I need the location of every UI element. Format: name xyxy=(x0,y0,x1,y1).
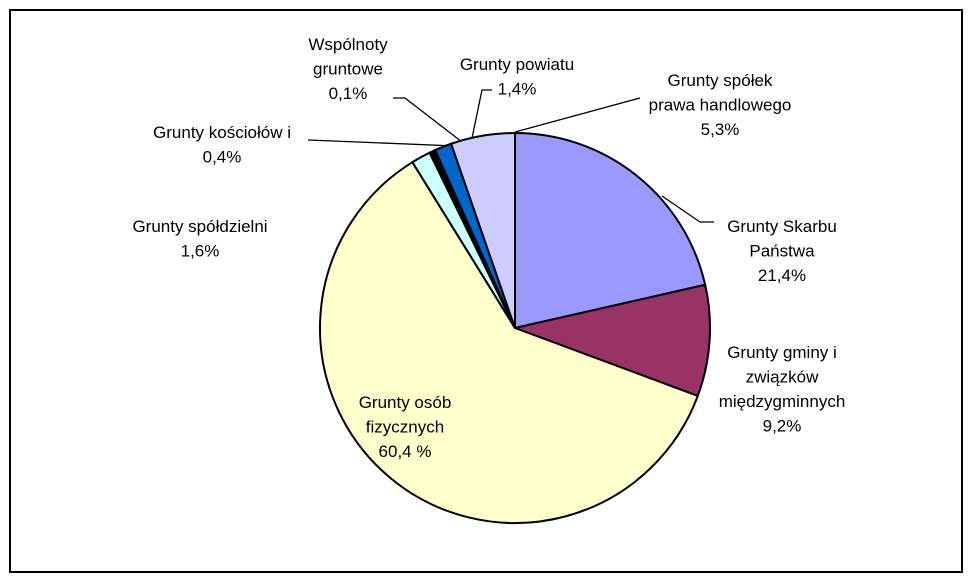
slice-label: Wspólnoty gruntowe xyxy=(308,35,388,79)
slice-label: Grunty kościołów i xyxy=(153,123,291,142)
value-label: 1,4% xyxy=(498,80,537,99)
leader-line xyxy=(661,195,714,223)
value-label: 9,2% xyxy=(763,417,802,436)
slice-label: Grunty gminy i związków międzygminnych xyxy=(719,343,846,411)
value-label: 1,6% xyxy=(181,242,220,261)
value-label: 0,4% xyxy=(203,148,242,167)
leader-line xyxy=(393,97,463,143)
value-label: 60,4 % xyxy=(379,442,432,461)
value-label: 21,4% xyxy=(758,266,806,285)
leader-line xyxy=(471,89,492,139)
pie-slice xyxy=(319,160,700,524)
pie-slice xyxy=(514,131,707,330)
slice-label: Grunty powiatu xyxy=(460,55,574,74)
slice-label: Grunty spółdzielni xyxy=(132,217,267,236)
leader-line xyxy=(307,139,457,147)
pie-slice xyxy=(449,131,516,329)
value-label: 0,1% xyxy=(329,84,368,103)
pie-slice xyxy=(511,283,711,398)
slice-label: Grunty spółek prawa handlowego xyxy=(649,71,792,115)
slice-label: Grunty osób fizycznych xyxy=(359,393,452,437)
value-label: 5,3% xyxy=(701,120,740,139)
slice-label: Grunty Skarbu Państwa xyxy=(727,217,837,261)
leader-lines xyxy=(307,89,714,223)
leader-line xyxy=(514,97,641,133)
pie xyxy=(319,131,711,524)
